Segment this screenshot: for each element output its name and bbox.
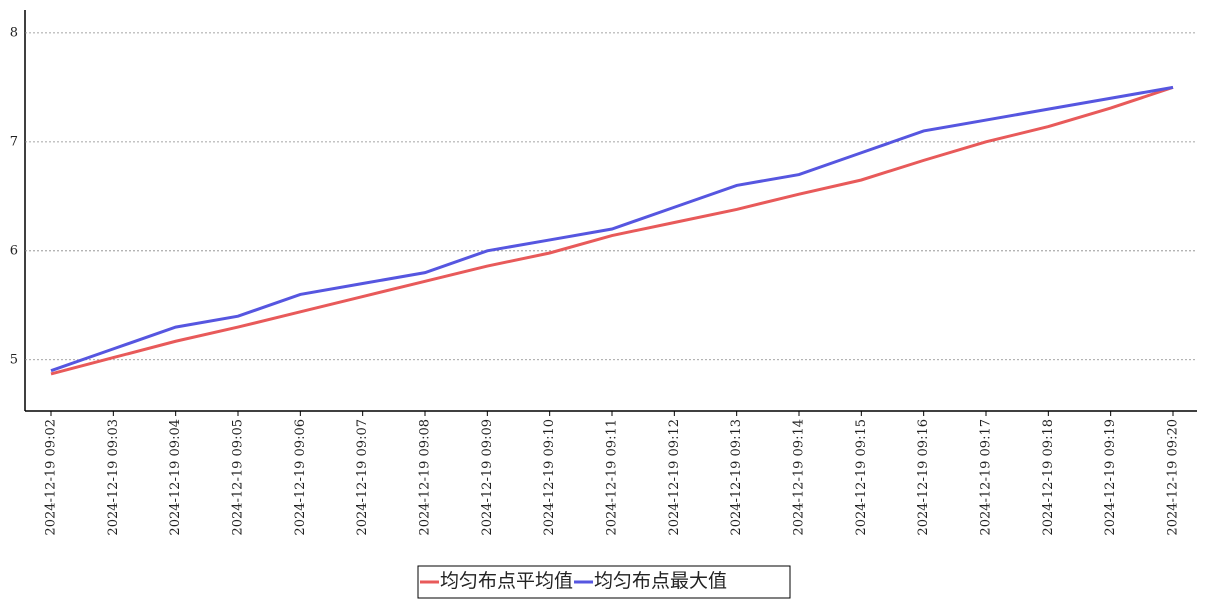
y-tick-label: 7: [10, 134, 18, 149]
x-tick-label: 2024-12-19 09:14: [792, 419, 807, 536]
legend-label[interactable]: 均匀布点最大值: [594, 570, 727, 592]
x-tick-label: 2024-12-19 09:17: [979, 419, 994, 536]
y-tick-label: 5: [10, 352, 18, 367]
x-tick-label: 2024-12-19 09:05: [231, 419, 246, 536]
x-tick-label: 2024-12-19 09:18: [1041, 419, 1056, 536]
x-tick-label: 2024-12-19 09:09: [480, 419, 495, 536]
x-tick-label: 2024-12-19 09:06: [293, 419, 308, 536]
line-series: [50, 85, 1174, 373]
x-tick-label: 2024-12-19 09:02: [44, 419, 59, 536]
x-tick-label: 2024-12-19 09:08: [418, 419, 433, 536]
x-tick-label: 2024-12-19 09:13: [729, 419, 744, 536]
x-tick-label: 2024-12-19 09:20: [1166, 419, 1181, 536]
legend-box: [417, 565, 791, 599]
x-tick-label: 2024-12-19 09:07: [355, 419, 370, 536]
x-tick-label: 2024-12-19 09:19: [1103, 419, 1118, 536]
x-tick-label: 2024-12-19 09:16: [916, 419, 931, 536]
legend-label[interactable]: 均匀布点平均值: [440, 570, 573, 592]
x-tick-label: 2024-12-19 09:03: [106, 419, 121, 536]
x-tick-label: 2024-12-19 09:04: [168, 419, 183, 536]
x-tick-label: 2024-12-19 09:15: [854, 419, 869, 536]
y-tick-label: 8: [10, 25, 18, 40]
x-tick-label: 2024-12-19 09:11: [605, 419, 620, 536]
x-tick-label: 2024-12-19 09:10: [542, 419, 557, 536]
line-series: [50, 85, 1174, 376]
x-tick-label: 2024-12-19 09:12: [667, 419, 682, 536]
y-tick-label: 6: [10, 243, 18, 258]
